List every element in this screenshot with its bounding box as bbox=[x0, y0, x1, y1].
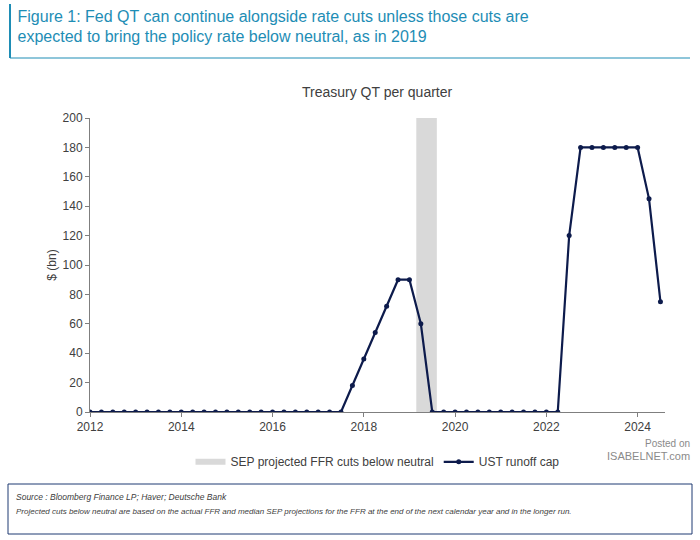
svg-text:20: 20 bbox=[69, 376, 83, 390]
svg-text:$ (bn): $ (bn) bbox=[45, 249, 59, 280]
svg-text:180: 180 bbox=[63, 141, 83, 155]
svg-text:2012: 2012 bbox=[77, 420, 104, 434]
svg-text:Treasury QT per quarter: Treasury QT per quarter bbox=[302, 84, 453, 100]
svg-text:Projected cuts below neutral a: Projected cuts below neutral are based o… bbox=[16, 507, 572, 516]
svg-text:160: 160 bbox=[63, 170, 83, 184]
svg-text:2022: 2022 bbox=[533, 420, 560, 434]
svg-text:ISABELNET.com: ISABELNET.com bbox=[607, 450, 690, 462]
svg-text:2016: 2016 bbox=[259, 420, 286, 434]
svg-text:120: 120 bbox=[63, 229, 83, 243]
svg-text:Posted on: Posted on bbox=[645, 438, 690, 449]
svg-text:2018: 2018 bbox=[350, 420, 377, 434]
svg-text:200: 200 bbox=[63, 111, 83, 125]
svg-text:0: 0 bbox=[76, 405, 83, 419]
svg-text:140: 140 bbox=[63, 199, 83, 213]
svg-text:Source : Bloomberg Finance LP;: Source : Bloomberg Finance LP; Haver; De… bbox=[16, 492, 227, 502]
svg-text:60: 60 bbox=[69, 317, 83, 331]
svg-text:UST runoff cap: UST runoff cap bbox=[479, 455, 560, 469]
svg-text:80: 80 bbox=[69, 288, 83, 302]
svg-text:2024: 2024 bbox=[624, 420, 651, 434]
svg-text:100: 100 bbox=[63, 258, 83, 272]
svg-text:2014: 2014 bbox=[168, 420, 195, 434]
svg-text:40: 40 bbox=[69, 346, 83, 360]
svg-text:2020: 2020 bbox=[442, 420, 469, 434]
svg-text:SEP projected FFR cuts below n: SEP projected FFR cuts below neutral bbox=[231, 455, 434, 469]
svg-text:Figure 1: Fed QT can continue: Figure 1: Fed QT can continue alongside … bbox=[18, 8, 529, 46]
